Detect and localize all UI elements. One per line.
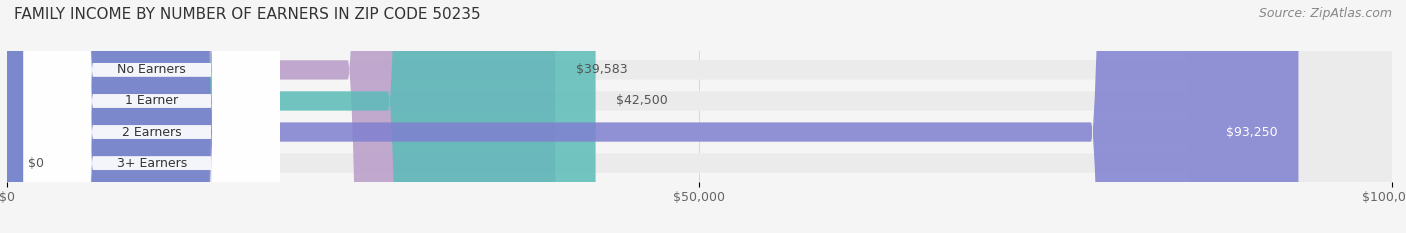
FancyBboxPatch shape [7, 0, 1392, 233]
Text: Source: ZipAtlas.com: Source: ZipAtlas.com [1258, 7, 1392, 20]
Text: 1 Earner: 1 Earner [125, 94, 179, 107]
FancyBboxPatch shape [7, 0, 555, 233]
FancyBboxPatch shape [24, 0, 280, 233]
FancyBboxPatch shape [7, 0, 1392, 233]
FancyBboxPatch shape [7, 0, 1392, 233]
FancyBboxPatch shape [7, 0, 1299, 233]
Text: FAMILY INCOME BY NUMBER OF EARNERS IN ZIP CODE 50235: FAMILY INCOME BY NUMBER OF EARNERS IN ZI… [14, 7, 481, 22]
FancyBboxPatch shape [7, 0, 1392, 233]
Text: 2 Earners: 2 Earners [122, 126, 181, 139]
FancyBboxPatch shape [24, 0, 280, 233]
Text: $39,583: $39,583 [576, 63, 627, 76]
Text: $42,500: $42,500 [616, 94, 668, 107]
Text: 3+ Earners: 3+ Earners [117, 157, 187, 170]
FancyBboxPatch shape [24, 0, 280, 233]
Text: $0: $0 [28, 157, 44, 170]
FancyBboxPatch shape [7, 0, 596, 233]
Text: $93,250: $93,250 [1226, 126, 1278, 139]
FancyBboxPatch shape [24, 0, 280, 233]
Text: No Earners: No Earners [117, 63, 186, 76]
